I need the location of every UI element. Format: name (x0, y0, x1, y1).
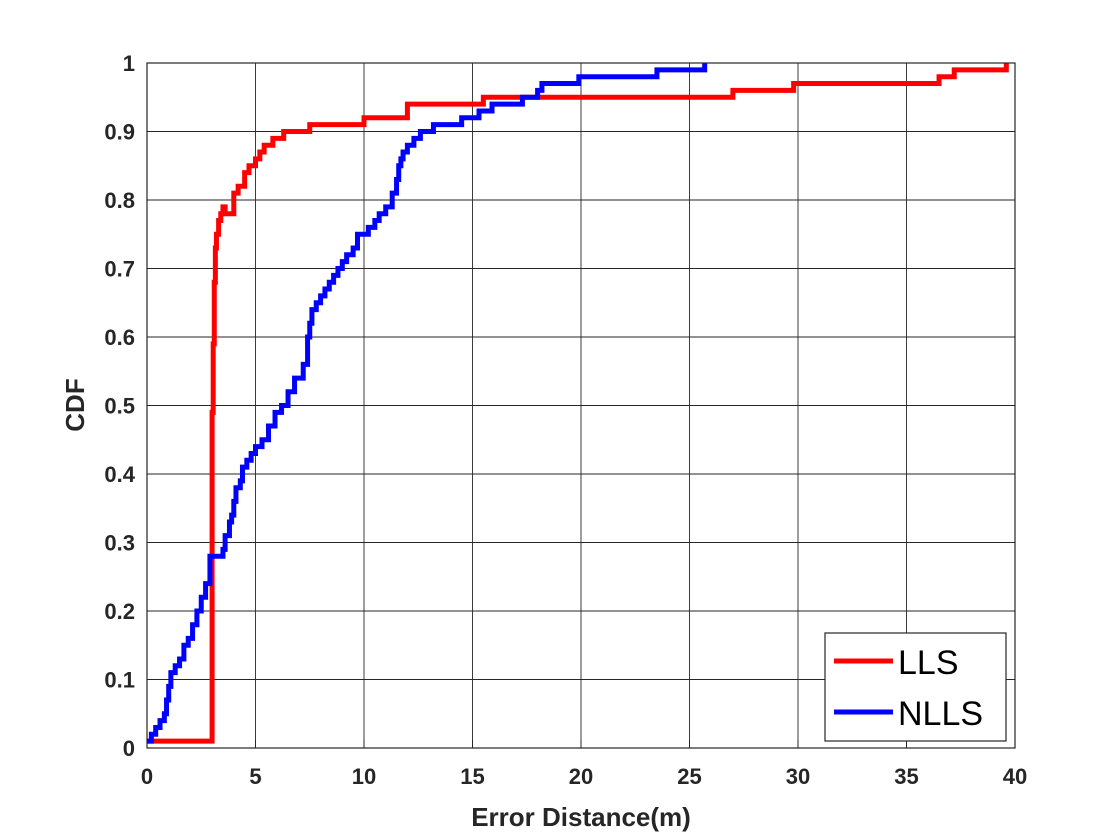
y-tick-label: 0.7 (104, 257, 135, 282)
y-tick-label: 0.2 (104, 599, 135, 624)
y-tick-label: 0.3 (104, 531, 135, 556)
x-axis-label: Error Distance(m) (471, 802, 691, 832)
series-line-lls (147, 63, 1009, 744)
y-axis-label: CDF (60, 378, 90, 431)
x-tick-label: 20 (569, 764, 593, 789)
y-tick-label: 1 (123, 51, 135, 76)
y-tick-label: 0.4 (104, 462, 135, 487)
y-tick-label: 0.1 (104, 668, 135, 693)
y-tick-label: 0 (123, 736, 135, 761)
legend-label-nlls: NLLS (898, 695, 983, 733)
y-tick-labels: 0 0.1 0.2 0.3 0.4 0.5 0.6 0.7 0.8 0.9 1 (104, 51, 135, 761)
x-tick-label: 10 (352, 764, 376, 789)
x-tick-label: 40 (1003, 764, 1027, 789)
x-tick-label: 5 (249, 764, 261, 789)
legend: LLS NLLS (824, 632, 1007, 742)
y-tick-label: 0.9 (104, 120, 135, 145)
legend-box (824, 632, 1007, 742)
x-tick-labels: 0 5 10 15 20 25 30 35 40 (141, 764, 1027, 789)
series-line-nlls (147, 63, 708, 744)
y-tick-label: 0.8 (104, 188, 135, 213)
x-tick-label: 15 (460, 764, 484, 789)
series-layer (147, 63, 1009, 744)
x-tick-label: 35 (894, 764, 918, 789)
x-tick-label: 25 (677, 764, 701, 789)
x-tick-label: 0 (141, 764, 153, 789)
x-tick-label: 30 (786, 764, 810, 789)
legend-label-lls: LLS (898, 644, 959, 682)
axes-box (146, 62, 1016, 749)
y-tick-label: 0.6 (104, 325, 135, 350)
y-tick-label: 0.5 (104, 394, 135, 419)
